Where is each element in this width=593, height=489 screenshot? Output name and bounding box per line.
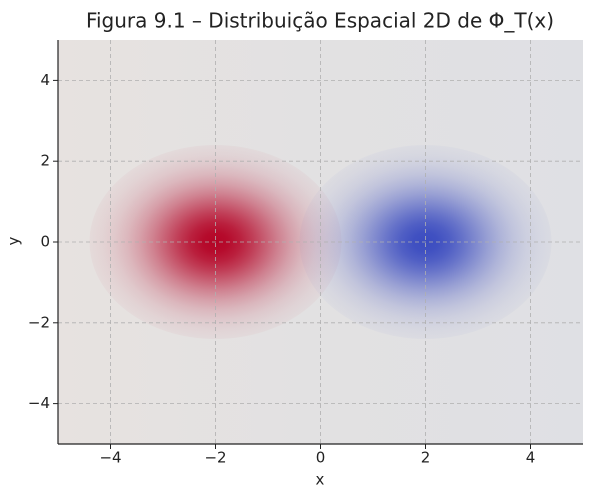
- chart-title: Figura 9.1 – Distribuição Espacial 2D de…: [86, 9, 554, 33]
- x-tick-label: −4: [99, 449, 121, 467]
- x-tick-label: 2: [421, 449, 431, 467]
- x-tick-label: 0: [316, 449, 326, 467]
- x-axis-label: x: [316, 471, 325, 489]
- y-tick-label: −2: [28, 313, 50, 331]
- y-tick-label: 4: [40, 71, 50, 89]
- y-axis-label: y: [5, 236, 23, 245]
- y-tick-label: −4: [28, 394, 50, 412]
- x-tick-label: 4: [526, 449, 536, 467]
- y-tick-label: 0: [40, 233, 50, 251]
- x-tick-label: −2: [204, 449, 226, 467]
- y-tick-label: 2: [40, 152, 50, 170]
